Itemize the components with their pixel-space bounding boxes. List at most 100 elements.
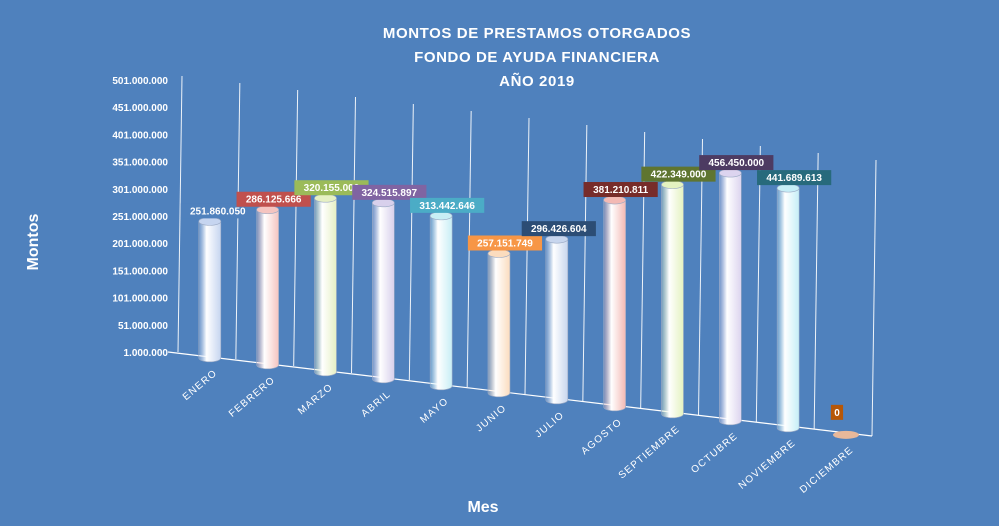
grid-divider — [755, 145, 761, 423]
x-tick-label: AGOSTO — [579, 417, 624, 457]
grid-divider — [582, 124, 588, 402]
data-label-text: 422.349.000 — [651, 170, 707, 181]
data-label: 296.426.604 — [521, 221, 596, 237]
grid-divider — [524, 117, 530, 395]
y-tick-label: 201.000.000 — [112, 239, 168, 250]
grid-divider — [177, 75, 183, 353]
data-label: 257.151.749 — [467, 235, 543, 251]
data-label-text: 324.515.897 — [361, 188, 417, 199]
x-tick-label: JUNIO — [474, 403, 509, 435]
bar-top — [545, 234, 569, 244]
x-tick-label: ABRIL — [359, 389, 393, 420]
x-tick-label: NOVIEMBRE — [737, 438, 798, 492]
data-label-text: 441.689.613 — [766, 173, 822, 184]
data-label: 286.125.666 — [236, 191, 311, 207]
y-tick-label: 151.000.000 — [112, 266, 168, 277]
data-label-box — [352, 184, 427, 200]
y-tick-label: 401.000.000 — [112, 130, 168, 141]
data-label: 313.442.646 — [410, 197, 485, 213]
data-label-box — [641, 166, 716, 182]
data-label: 0 — [830, 404, 844, 420]
bar-marzo — [314, 197, 337, 377]
bar-abril — [372, 202, 395, 384]
y-axis-title: Montos — [25, 213, 42, 270]
grid-divider — [408, 103, 414, 381]
data-label-text: 296.426.604 — [531, 224, 587, 235]
bar-diciembre — [832, 430, 859, 439]
grid-divider — [813, 152, 819, 430]
x-axis-ticks: ENERO FEBRERO MARZO ABRIL MAYO JUNIO JULIO AGOS… — [181, 368, 856, 496]
bar-enero — [198, 221, 222, 363]
chart-title-line: AÑO 2019 — [499, 72, 575, 90]
y-tick-label: 251.000.000 — [112, 212, 168, 223]
y-tick-label: 51.000.000 — [118, 321, 168, 332]
x-tick-label: SEPTIEMBRE — [617, 424, 683, 482]
y-tick-label: 501.000.000 — [112, 76, 168, 87]
grid-divider — [351, 96, 356, 374]
chart-frame — [167, 75, 877, 437]
data-label: 320.155.000 — [294, 180, 369, 196]
bar-agosto — [603, 199, 626, 412]
bar-top — [429, 211, 453, 221]
grid-divider — [871, 159, 877, 437]
chart-title-line: MONTOS DE PRESTAMOS OTORGADOS — [383, 25, 691, 42]
data-label-box — [830, 404, 844, 420]
data-label: 251.860.050 — [180, 203, 255, 219]
data-label: 422.349.000 — [641, 166, 716, 182]
x-tick-label: FEBRERO — [227, 375, 278, 420]
bar-septiembre — [661, 184, 684, 419]
x-tick-label: OCTUBRE — [689, 431, 740, 476]
data-label-text: 257.151.749 — [477, 239, 533, 250]
y-axis-ticks: 1.000.000 51.000.000 101.000.000 151.000.00… — [112, 76, 168, 359]
bar-julio — [545, 238, 569, 405]
data-label-text: 381.210.811 — [593, 185, 648, 196]
data-label-box — [521, 221, 596, 237]
data-label-box — [236, 191, 311, 207]
data-label-box — [467, 235, 543, 251]
y-tick-label: 301.000.000 — [112, 185, 168, 196]
data-label-box — [757, 170, 832, 186]
bar-noviembre — [776, 187, 800, 433]
bar-top — [372, 198, 395, 208]
bar-top — [314, 193, 337, 203]
bar-top — [487, 249, 511, 258]
x-tick-label: MARZO — [296, 382, 335, 417]
y-tick-label: 1.000.000 — [124, 348, 169, 359]
y-tick-label: 101.000.000 — [112, 294, 168, 305]
grid-divider — [235, 82, 241, 360]
bar-top — [776, 183, 800, 193]
data-label-box — [699, 155, 774, 171]
data-label: 456.450.000 — [699, 155, 774, 171]
data-label-box — [583, 182, 658, 198]
bar-junio — [487, 253, 511, 398]
data-label-text: 251.860.050 — [190, 206, 246, 217]
chart-title-line: FONDO DE AYUDA FINANCIERA — [414, 49, 660, 66]
data-label-text: 320.155.000 — [304, 183, 360, 194]
grid-divider — [293, 89, 299, 367]
bars — [198, 168, 859, 439]
bar-mayo — [429, 215, 453, 391]
data-label-text: 456.450.000 — [708, 158, 764, 169]
data-label-text: 0 — [834, 408, 840, 419]
data-label-text: 286.125.666 — [246, 195, 302, 206]
data-label: 324.515.897 — [352, 184, 427, 200]
bar-top — [256, 205, 279, 215]
data-label-box — [180, 203, 255, 219]
data-label: 441.689.613 — [757, 170, 832, 186]
x-axis-title: Mes — [467, 499, 498, 516]
x-tick-label: DICIEMBRE — [798, 445, 856, 496]
chart-title: MONTOS DE PRESTAMOS OTORGADOS FONDO DE AY… — [383, 25, 691, 90]
bar-top — [198, 217, 222, 226]
bar-top — [603, 195, 626, 205]
data-label: 381.210.811 — [583, 182, 658, 198]
x-tick-label: MAYO — [418, 396, 451, 426]
bar-febrero — [256, 209, 279, 370]
bar-octubre — [719, 172, 742, 426]
bar-top — [661, 180, 684, 189]
grid-divider — [698, 138, 703, 416]
data-label-text: 313.442.646 — [419, 201, 475, 212]
data-label-box — [294, 180, 369, 196]
floor-line — [167, 351, 873, 437]
